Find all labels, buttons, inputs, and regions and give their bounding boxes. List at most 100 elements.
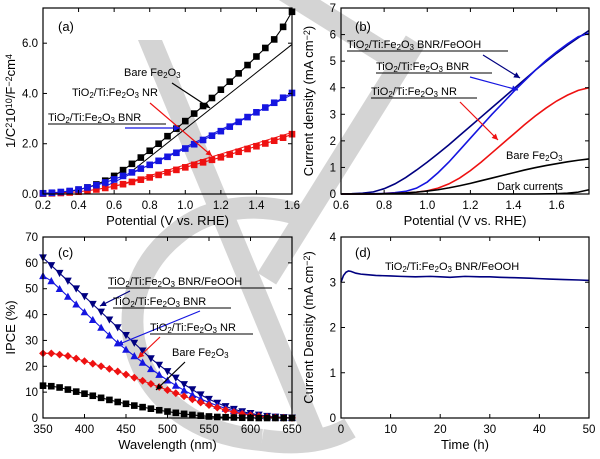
data-point [253,142,260,150]
data-point [235,148,242,156]
data-point [72,300,81,308]
data-point [164,153,171,161]
y-tick-label: 0 [330,189,336,201]
data-point [146,147,154,155]
data-point [235,118,242,126]
data-point [190,140,198,148]
data-point [75,186,82,193]
data-point [208,156,216,164]
data-point [171,389,180,398]
watermark-ring-lower [260,418,356,454]
y-tick-label: 3 [330,277,336,289]
data-point [88,359,97,368]
data-point [131,402,138,409]
data-point [97,394,105,402]
data-point [188,386,197,394]
data-point [244,145,251,153]
annotation-arrowhead-icon [203,102,210,108]
data-point [105,316,114,324]
x-tick-label: 450 [116,424,135,436]
data-point [270,137,278,145]
data-point [208,132,216,139]
data-point [181,117,189,125]
data-point [173,149,180,157]
data-point [279,23,287,31]
data-point [199,159,207,166]
data-point [155,157,162,165]
annotation-b-4: Dark currents [497,181,564,193]
plot-frame [42,7,293,195]
data-point [128,160,136,168]
data-point [88,300,97,309]
x-tick-label: 1.0 [419,200,435,212]
annotation-arrowhead-icon [100,300,107,306]
annotation-label: TiO2/Ti:Fe2O3 BNR [113,296,206,309]
data-point [235,70,242,77]
x-tick-label: 1.6 [549,200,565,212]
data-point [130,352,139,360]
data-point [146,174,154,181]
annotation-arrowhead-icon [117,339,124,346]
data-point [214,413,221,421]
y-axis-label: Current Density (mA cm−2) [301,251,316,404]
y-tick-label: 0 [32,413,38,425]
data-point [197,412,204,419]
data-point [88,315,97,324]
data-point [64,292,72,300]
data-point [213,403,222,412]
data-point [64,277,72,285]
panel-letter: (a) [58,19,74,34]
data-point [56,384,63,391]
data-point [253,109,260,116]
y-tick-label: 0 [330,413,336,425]
series-b-0 [340,29,590,195]
data-point [199,136,207,144]
data-point [128,178,136,186]
x-tick-label: 10 [384,424,397,436]
annotation-arrow [482,54,521,79]
annotation-b-0: TiO2/Ti:Fe2O3 BNR/FeOOH [347,39,521,79]
x-tick-label: 1.4 [506,200,523,212]
data-point [226,78,234,85]
y-tick-label: 2 [330,323,336,335]
y-tick-label: 1 [330,162,336,174]
series-line [340,29,590,195]
data-point [47,277,56,285]
panel-letter: (d) [355,245,371,260]
annotation-label: TiO2/Ti:Fe2O3 NR [371,86,457,99]
data-point [226,151,234,158]
data-point [164,408,171,415]
annotation-b-3: Bare Fe2O3 [506,150,563,163]
annotation-arrowhead-icon [174,125,180,131]
annotation-arrowhead-icon [491,133,498,140]
data-point [93,186,100,193]
data-point [155,171,162,179]
plot-frame [340,7,590,195]
data-point [226,123,234,130]
data-point [217,86,225,93]
data-point [138,376,147,385]
watermark-cross-bar [247,0,413,77]
y-tick-label: 4 [330,232,337,244]
annotation-arrowhead-icon [138,351,145,358]
data-point [119,172,127,180]
x-tick-label: 1.6 [284,200,300,212]
x-tick-label: 1.2 [213,200,229,212]
x-axis-label: Potential (V vs. RHE) [106,213,229,228]
x-tick-label: 50 [583,424,596,436]
data-point [110,182,118,190]
y-tick-label: 4.0 [22,88,38,100]
data-point [130,339,139,347]
watermark-diagonal-bar [138,40,328,440]
data-point [113,324,122,332]
data-point [47,262,56,270]
annotation-c-1: TiO2/Ti:Fe2O3 BNR [113,296,231,346]
data-point [72,388,80,395]
x-tick-label: 350 [33,424,52,436]
data-point [155,406,163,414]
y-tick-label: 6.0 [22,38,38,50]
data-point [217,127,225,135]
x-tick-label: 1.4 [248,200,265,212]
data-point [262,104,269,111]
y-tick-label: 50 [25,284,38,296]
